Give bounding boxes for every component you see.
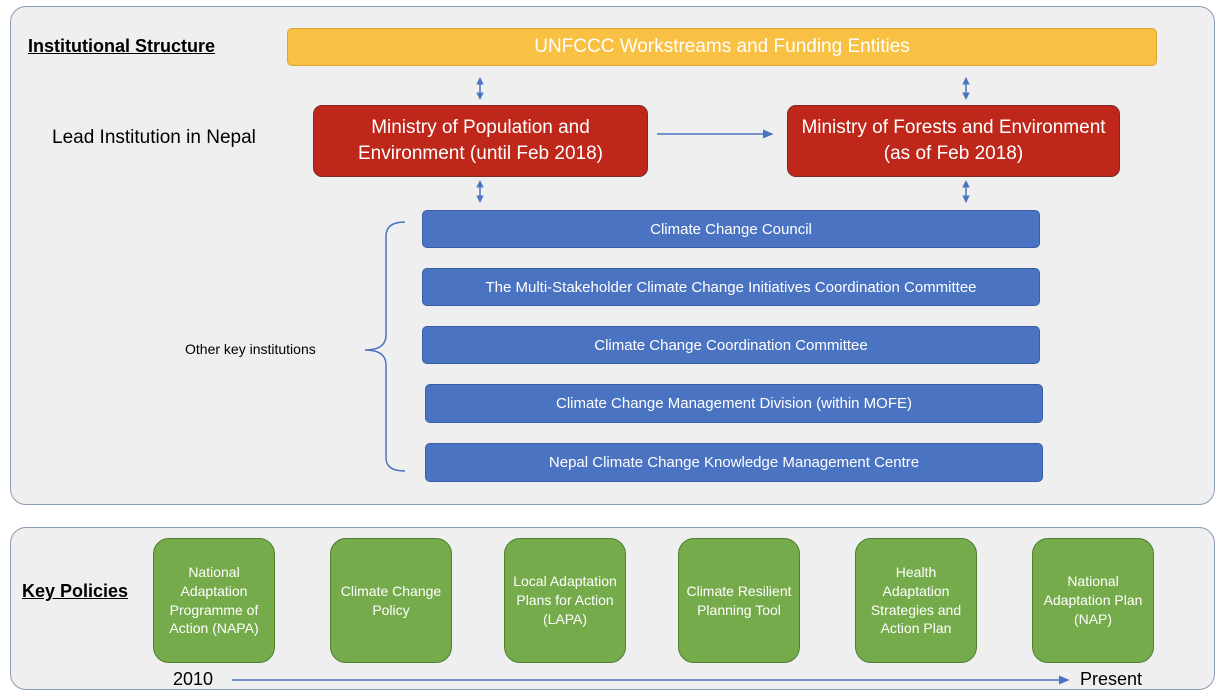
policy-box: National Adaptation Programme of Action … (153, 538, 275, 663)
policy-box: Climate Resilient Planning Tool (678, 538, 800, 663)
other-label: Other key institutions (185, 341, 316, 357)
lead-label: Lead Institution in Nepal (52, 127, 256, 148)
policies-label: Key Policies (22, 581, 129, 601)
section-title: Institutional Structure (28, 36, 216, 56)
institution-box: Nepal Climate Change Knowledge Managemen… (425, 443, 1043, 482)
timeline-start: 2010 (173, 669, 214, 689)
policy-box: National Adaptation Plan (NAP) (1032, 538, 1154, 663)
ministry-box: Ministry of Population and Environment (… (313, 105, 648, 177)
institution-box: The Multi-Stakeholder Climate Change Ini… (422, 268, 1040, 306)
policy-box: Health Adaptation Strategies and Action … (855, 538, 977, 663)
ministry-box: Ministry of Forests and Environment (as … (787, 105, 1120, 177)
institution-box: Climate Change Coordination Committee (422, 326, 1040, 364)
institution-box: Climate Change Management Division (with… (425, 384, 1043, 423)
policy-box: Local Adaptation Plans for Action (LAPA) (504, 538, 626, 663)
top-bar: UNFCCC Workstreams and Funding Entities (287, 28, 1157, 66)
timeline-end: Present (1080, 669, 1143, 689)
policy-box: Climate Change Policy (330, 538, 452, 663)
institution-box: Climate Change Council (422, 210, 1040, 248)
bracket (364, 221, 406, 472)
